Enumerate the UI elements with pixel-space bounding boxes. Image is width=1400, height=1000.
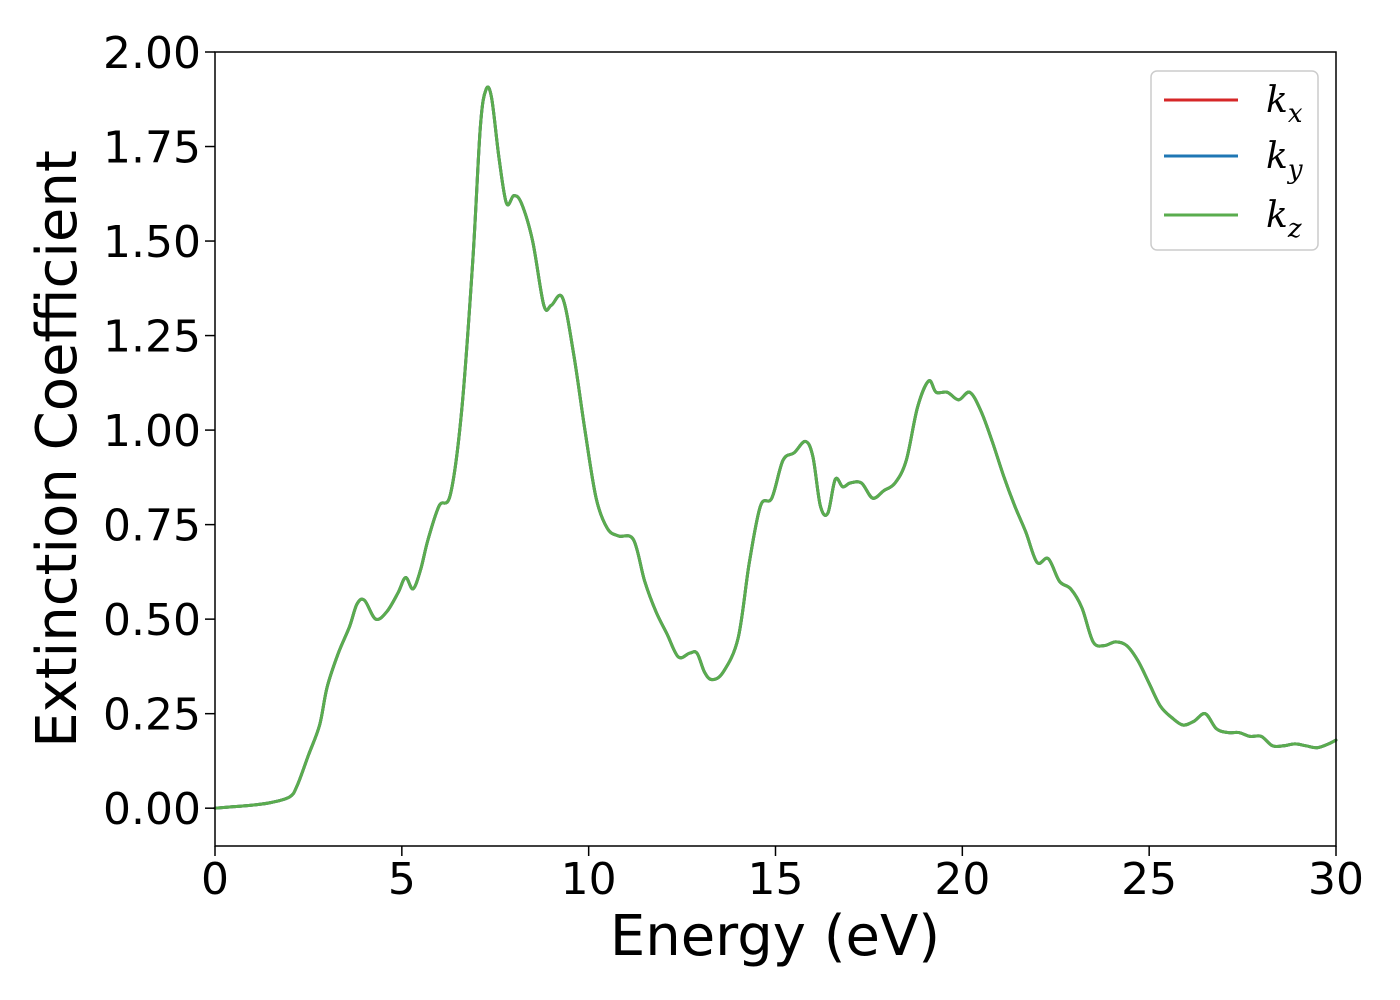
y-tick-label: 1.00 (103, 406, 201, 457)
x-tick-label: 30 (1308, 854, 1364, 905)
x-tick-label: 25 (1121, 854, 1177, 905)
series-line-kz (213, 85, 1338, 810)
x-tick-label: 0 (201, 854, 229, 905)
y-tick-label: 0.00 (103, 784, 201, 835)
series-layer (213, 85, 1338, 810)
y-tick-label: 1.50 (103, 217, 201, 268)
x-axis-title: Energy (eV) (610, 904, 940, 969)
legend: kx ky kz (1150, 70, 1319, 251)
y-tick-label: 1.25 (103, 312, 201, 363)
legend-box (1150, 70, 1319, 251)
plot-area (215, 52, 1336, 846)
y-axis-ticks: 0.00 0.25 0.50 0.75 1.00 1.25 1.50 1.75 2.00 (103, 28, 215, 835)
legend-label-ky: ky (1266, 136, 1303, 185)
y-tick-label: 1.75 (103, 123, 201, 174)
x-tick-label: 10 (561, 854, 617, 905)
y-tick-label: 0.75 (103, 501, 201, 552)
x-tick-label: 5 (388, 854, 416, 905)
y-tick-label: 0.50 (103, 595, 201, 646)
legend-label-kx: kx (1266, 80, 1303, 129)
y-tick-label: 2.00 (103, 28, 201, 79)
legend-entries: kx ky kz (1164, 80, 1303, 244)
x-tick-label: 15 (748, 854, 804, 905)
x-tick-label: 20 (934, 854, 990, 905)
x-axis-ticks: 0 5 10 15 20 25 30 (201, 846, 1364, 905)
legend-label-kz: kz (1266, 195, 1302, 244)
y-axis-title: Extinction Coefficient (25, 150, 90, 748)
y-tick-label: 0.25 (103, 690, 201, 741)
